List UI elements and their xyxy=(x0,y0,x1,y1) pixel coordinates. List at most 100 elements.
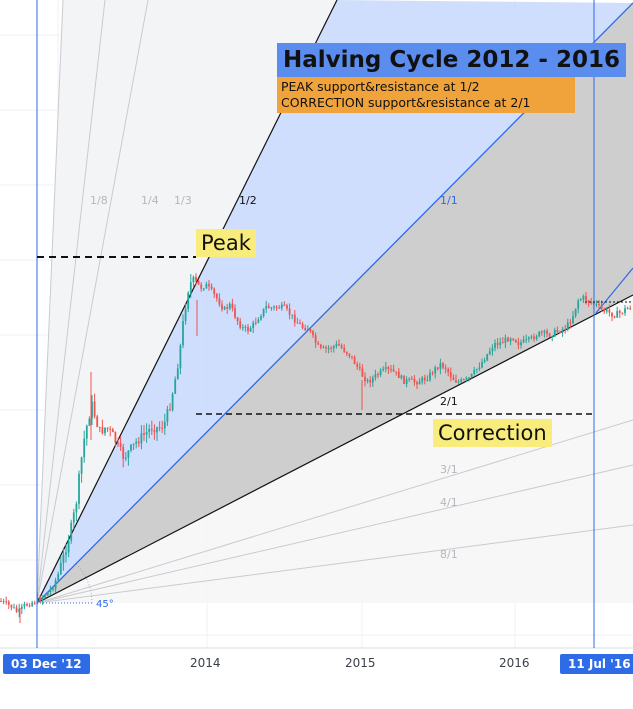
candle-body xyxy=(119,443,122,447)
candle-body xyxy=(595,304,598,306)
candle-body xyxy=(512,338,515,340)
candle-body xyxy=(608,309,611,313)
candle-body xyxy=(72,512,75,523)
candle-body xyxy=(67,540,70,553)
candle-body xyxy=(527,337,530,340)
fan-label-4: 1/1 xyxy=(440,194,458,207)
candle-body xyxy=(426,380,429,382)
candle-body xyxy=(93,401,96,417)
correction-label: Correction xyxy=(433,419,552,447)
candle-body xyxy=(117,442,119,444)
candle-body xyxy=(111,429,114,433)
candle-body xyxy=(343,347,346,352)
candle-body xyxy=(18,608,21,612)
fan-line-r31 xyxy=(36,419,633,604)
candle-body xyxy=(452,377,455,381)
candle-body xyxy=(561,329,564,333)
candle-body xyxy=(265,306,268,309)
candle-body xyxy=(124,457,127,459)
candle-body xyxy=(434,367,437,374)
candle-body xyxy=(603,309,606,312)
candle-body xyxy=(496,342,499,345)
candle-body xyxy=(351,356,353,358)
candle-body xyxy=(410,378,413,380)
candle-body xyxy=(7,601,10,605)
candle-body xyxy=(530,336,533,338)
candle-body xyxy=(236,317,239,322)
candle-body xyxy=(46,591,49,596)
candle-body xyxy=(371,377,374,383)
candle-body xyxy=(364,376,366,382)
candle-body xyxy=(319,344,322,348)
candle-body xyxy=(174,379,177,394)
fan-label-7: 4/1 xyxy=(440,496,458,509)
candle-body xyxy=(143,433,145,435)
candle-body xyxy=(509,338,512,342)
candle-body xyxy=(416,382,418,385)
candle-body xyxy=(59,563,62,575)
candle-body xyxy=(221,304,223,310)
candle-body xyxy=(98,426,101,428)
candle-body xyxy=(176,368,179,380)
candle-body xyxy=(244,326,247,328)
candle-body xyxy=(161,427,164,429)
x-tick-2014: 2014 xyxy=(190,656,221,670)
gann-fan xyxy=(36,0,633,604)
angle-arc xyxy=(75,563,93,604)
candle-body xyxy=(421,377,424,382)
candle-body xyxy=(299,322,301,324)
candle-body xyxy=(293,314,296,323)
candle-body xyxy=(39,597,41,601)
candle-body xyxy=(499,342,502,345)
candle-body xyxy=(488,351,491,355)
candle-body xyxy=(218,298,221,305)
candle-body xyxy=(28,605,31,607)
candle-body xyxy=(270,307,273,309)
candle-body xyxy=(392,369,395,372)
candle-body xyxy=(184,309,187,322)
candle-body xyxy=(624,308,626,313)
candle-body xyxy=(335,344,338,347)
candle-body xyxy=(70,522,73,541)
candle-body xyxy=(57,574,60,581)
candle-body xyxy=(52,588,54,590)
candle-body xyxy=(366,379,369,382)
candle-body xyxy=(379,370,382,375)
overlay: 45° xyxy=(36,0,633,648)
candle-body xyxy=(96,416,99,427)
candle-body xyxy=(280,304,283,309)
candle-body xyxy=(114,432,117,443)
candle-body xyxy=(288,308,291,315)
chart-subtitle: PEAK support&resistance at 1/2 CORRECTIO… xyxy=(277,77,575,113)
candle-body xyxy=(33,602,36,604)
candle-body xyxy=(582,296,585,300)
peak-label: Peak xyxy=(196,229,256,257)
candle-body xyxy=(358,366,361,369)
candle-body xyxy=(564,329,567,331)
fan-line-2-1 xyxy=(36,294,633,604)
candle-body xyxy=(275,306,278,308)
candle-body xyxy=(213,288,216,295)
candle-body xyxy=(423,377,426,381)
candle-body xyxy=(23,603,26,607)
candle-body xyxy=(314,335,317,343)
candles xyxy=(0,273,632,623)
candle-body xyxy=(83,438,86,458)
candle-body xyxy=(26,603,28,606)
candle-body xyxy=(197,280,200,285)
candle-body xyxy=(65,552,67,555)
candle-body xyxy=(377,374,379,376)
fan-line-r14 xyxy=(36,0,106,604)
candle-body xyxy=(31,602,34,607)
candle-body xyxy=(267,306,270,309)
candle-body xyxy=(439,363,442,369)
candle-body xyxy=(572,316,574,324)
candle-body xyxy=(171,393,174,410)
candle-body xyxy=(522,339,525,343)
candle-body xyxy=(517,342,520,346)
candle-body xyxy=(574,308,577,317)
candle-body xyxy=(470,373,473,378)
candle-body xyxy=(127,450,130,458)
candle-body xyxy=(13,607,15,609)
candle-body xyxy=(210,286,213,289)
